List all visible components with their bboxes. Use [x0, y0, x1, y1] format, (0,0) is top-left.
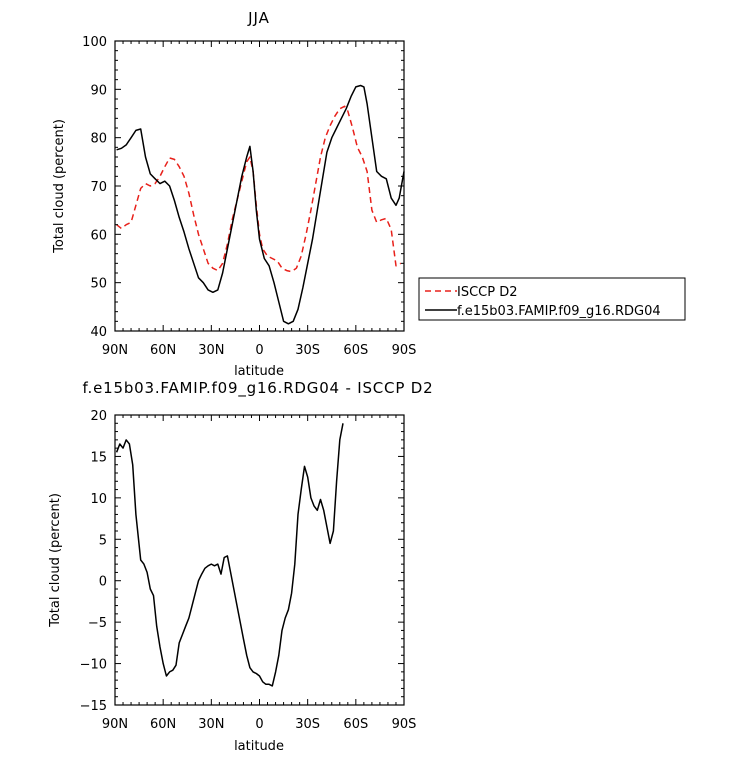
top-x-tick-label: 0: [255, 343, 263, 358]
bottom-y-tick-label: 0: [99, 575, 107, 590]
top-y-tick-label: 80: [90, 132, 107, 147]
bottom-y-tick-label: −10: [80, 658, 107, 673]
top-y-tick-label: 90: [90, 83, 107, 98]
bottom-chart-frame: [114, 414, 405, 706]
top-y-tick-label: 40: [90, 325, 107, 340]
top-chart-y-axis-label: Total cloud (percent): [52, 119, 67, 254]
top-x-tick-label: 30N: [198, 343, 224, 358]
top-x-tick-label: 60S: [343, 343, 368, 358]
bottom-x-tick-label: 30N: [198, 717, 224, 732]
top-x-tick-label: 90S: [392, 343, 417, 358]
top-x-tick-label: 30S: [295, 343, 320, 358]
top-y-tick-label: 70: [90, 180, 107, 195]
top-series-line-1: [116, 84, 405, 325]
bottom-x-tick-label: 60S: [343, 717, 368, 732]
bottom-y-tick-label: 15: [90, 450, 107, 465]
bottom-y-tick-label: 5: [99, 533, 107, 548]
bottom-chart-ticks: [114, 414, 405, 706]
bottom-series-line-0: [115, 423, 344, 687]
top-chart-frame: [114, 40, 405, 332]
legend-box: [418, 277, 686, 321]
legend: ISCCP D2 f.e15b03.FAMIP.f09_g16.RDG04: [418, 277, 686, 321]
top-chart-x-tick-labels: 90N 60N 30N 0 30S 60S 90S: [102, 343, 417, 358]
bottom-x-tick-label: 90N: [102, 717, 128, 732]
legend-label-isccp: ISCCP D2: [457, 285, 518, 300]
bottom-x-tick-label: 0: [255, 717, 263, 732]
top-chart-ticks: [114, 40, 405, 332]
top-chart-title: JJA: [247, 9, 270, 27]
top-x-tick-label: 60N: [150, 343, 176, 358]
legend-label-model: f.e15b03.FAMIP.f09_g16.RDG04: [457, 304, 661, 319]
top-series-line-0: [116, 105, 402, 273]
bottom-chart-lines: [115, 423, 344, 687]
top-y-tick-label: 60: [90, 228, 107, 243]
bottom-chart-x-axis-label: latitude: [234, 739, 284, 754]
bottom-y-tick-label: −15: [80, 699, 107, 714]
top-y-tick-label: 100: [82, 35, 107, 50]
bottom-x-tick-label: 90S: [392, 717, 417, 732]
top-chart-x-axis-label: latitude: [234, 364, 284, 379]
top-chart-lines: [116, 84, 405, 325]
bottom-chart-title: f.e15b03.FAMIP.f09_g16.RDG04 - ISCCP D2: [83, 379, 434, 398]
top-x-tick-label: 90N: [102, 343, 128, 358]
bottom-chart-y-axis-label: Total cloud (percent): [48, 493, 63, 628]
bottom-x-tick-label: 30S: [295, 717, 320, 732]
bottom-chart-x-tick-labels: 90N 60N 30N 0 30S 60S 90S: [102, 717, 417, 732]
bottom-y-tick-label: −5: [88, 616, 107, 631]
bottom-y-tick-label: 10: [90, 492, 107, 507]
top-chart-y-tick-labels: 40 50 60 70 80 90 100: [82, 35, 107, 340]
bottom-chart-y-tick-labels: −15 −10 −5 0 5 10 15 20: [80, 409, 107, 714]
bottom-y-tick-label: 20: [90, 409, 107, 424]
top-y-tick-label: 50: [90, 277, 107, 292]
bottom-chart: f.e15b03.FAMIP.f09_g16.RDG04 - ISCCP D2 …: [48, 379, 433, 754]
bottom-x-tick-label: 60N: [150, 717, 176, 732]
